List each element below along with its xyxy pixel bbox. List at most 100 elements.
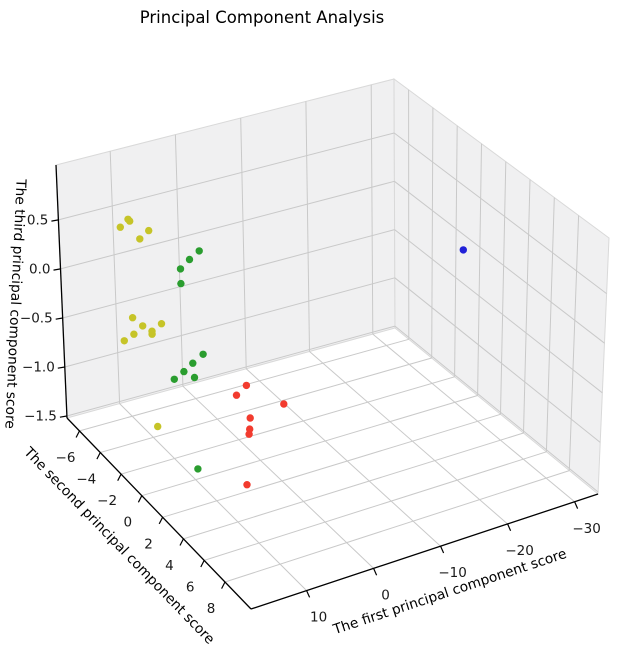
grid-y-wall (545, 197, 555, 452)
y-tick-mark (75, 430, 81, 438)
series-cluster-red (232, 381, 288, 489)
data-point (145, 226, 153, 235)
data-point (170, 375, 178, 383)
data-point (243, 481, 251, 489)
series-cluster-blue (459, 246, 467, 254)
z-tick-mark (51, 219, 59, 222)
data-point (195, 247, 203, 255)
z-tick-label: −1.5 (24, 409, 57, 425)
y-tick-label: 6 (186, 579, 195, 595)
x-tick-mark (574, 501, 579, 509)
data-point (190, 373, 199, 382)
data-point (194, 465, 202, 473)
grid-x-floor (182, 385, 374, 569)
z-axis-spine (55, 164, 68, 419)
y-tick-label: 4 (165, 558, 174, 574)
data-point (120, 337, 128, 345)
y-tick-mark (179, 538, 184, 546)
data-point (154, 422, 162, 431)
grid-y-wall (568, 215, 580, 471)
grid-z-right-wall (393, 132, 607, 294)
z-tick-mark (55, 317, 63, 320)
grid-x-wall (370, 84, 374, 335)
grid-x-wall (305, 101, 310, 352)
x-tick-label: 10 (310, 610, 327, 626)
x-tick-mark (373, 568, 378, 576)
x-tick-label: 0 (381, 587, 390, 603)
grid-z-left-wall (64, 277, 395, 368)
x-tick-mark (440, 545, 445, 554)
z-tick-mark (57, 366, 65, 369)
data-point (199, 350, 207, 358)
data-point (180, 367, 188, 376)
grid-x-floor (309, 351, 508, 525)
data-point (139, 322, 147, 330)
y-tick-label: −4 (76, 472, 96, 488)
grid-y-wall (500, 161, 507, 415)
right-wall-pane (393, 78, 610, 496)
data-point (177, 279, 185, 288)
left-wall-pane (55, 78, 396, 419)
grid-y-wall (523, 179, 531, 434)
data-point (128, 314, 137, 322)
grid-z-left-wall (66, 325, 396, 417)
data-point (116, 223, 125, 231)
data-point (459, 246, 467, 254)
grid-y-floor (183, 432, 524, 540)
grid-z-right-wall (394, 277, 601, 443)
grid-z-left-wall (62, 229, 395, 319)
data-point (148, 330, 156, 338)
y-tick-mark (200, 560, 205, 568)
y-tick-mark (137, 495, 143, 503)
panes (55, 78, 610, 496)
z-tick-mark (53, 268, 61, 271)
grid-y-floor (162, 413, 501, 518)
data-point (232, 391, 241, 399)
x-tick-label: −20 (505, 543, 534, 559)
data-point (176, 265, 185, 273)
z-tick-mark (59, 415, 68, 418)
x-tick-mark (507, 523, 512, 532)
data-point (245, 430, 253, 438)
ticks-and-labels: 100−10−20−30−6−4−2024680.50.0−0.5−1.0−1.… (20, 212, 601, 625)
x-tick-mark (306, 590, 311, 598)
grid-y-wall (477, 143, 482, 396)
x-tick-label: −10 (438, 565, 467, 581)
grid-z-right-wall (394, 229, 603, 394)
grid-z-left-wall (60, 180, 395, 270)
data-point (246, 414, 254, 422)
data-point (242, 381, 251, 390)
y-tick-mark (158, 517, 164, 525)
grid-x-wall (240, 117, 247, 369)
y-tick-label: 0 (124, 515, 133, 531)
y-tick-mark (117, 473, 122, 481)
z-tick-label: 0.0 (29, 261, 50, 277)
data-point (157, 320, 166, 328)
y-tick-label: 8 (207, 601, 216, 617)
y-tick-label: −2 (97, 493, 117, 509)
grid-y-wall (431, 107, 434, 359)
data-point (185, 255, 194, 264)
grid-y-floor (224, 470, 570, 583)
grid-x-floor (119, 403, 307, 591)
grid-z-right-wall (394, 180, 605, 344)
x-axis-spine (250, 493, 599, 610)
grid-y-floor (141, 395, 478, 497)
y-tick-label: −6 (56, 450, 76, 466)
chart-title: Principal Component Analysis (139, 8, 385, 27)
data-point (280, 400, 288, 408)
data-point (126, 217, 134, 225)
y-tick-mark (96, 452, 101, 460)
z-tick-label: 0.5 (27, 212, 48, 228)
grid-y-floor (204, 451, 547, 561)
series-cluster-green (170, 247, 207, 473)
z-tick-label: −0.5 (20, 311, 53, 327)
y-tick-mark (221, 581, 226, 589)
grid-x-floor (245, 368, 441, 547)
y-axis-spine (66, 417, 252, 610)
z-tick-label: −1.0 (22, 360, 55, 376)
grid-y-wall (454, 125, 458, 377)
grid-x-wall (109, 151, 121, 404)
